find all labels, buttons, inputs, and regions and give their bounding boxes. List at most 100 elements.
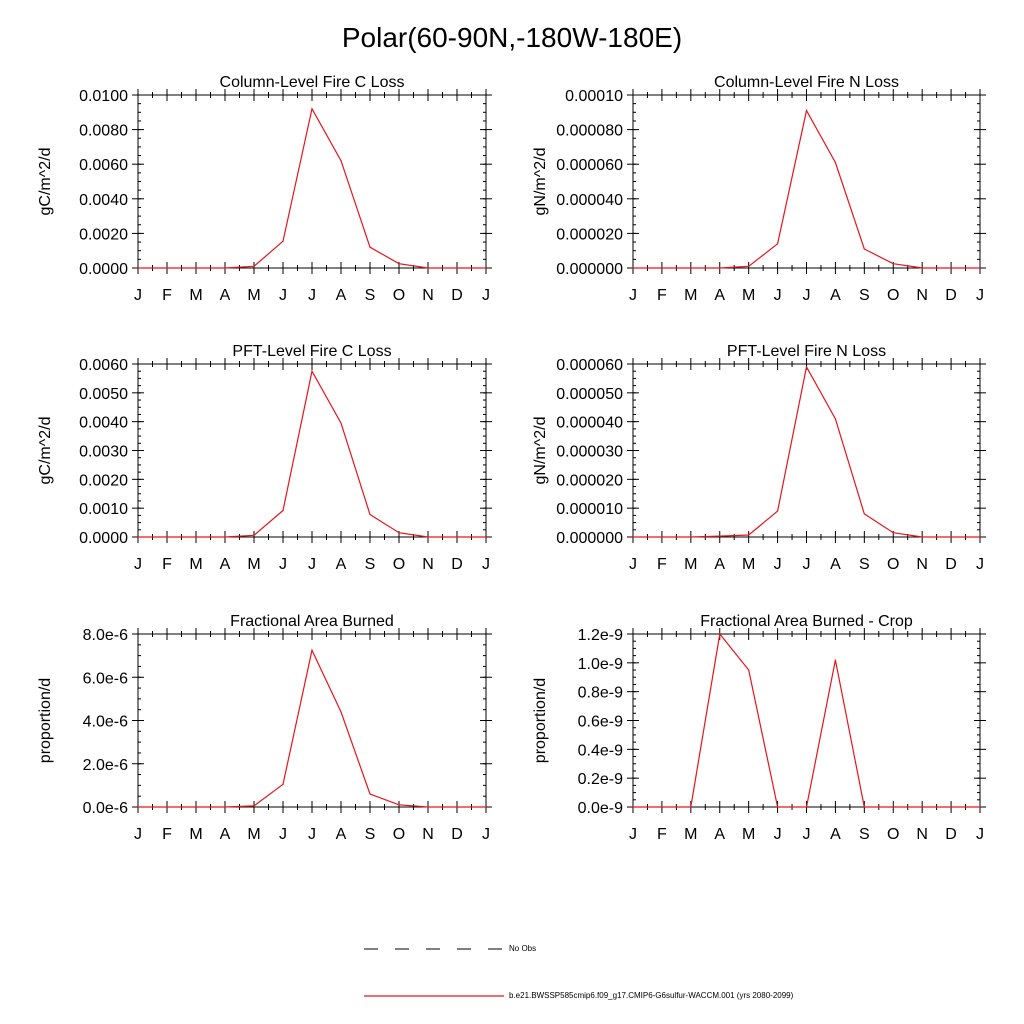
x-tick-label: A [714, 287, 725, 304]
x-tick-label: O [393, 556, 405, 573]
data-point [166, 806, 168, 808]
y-tick-label: 0.4e-9 [578, 742, 623, 759]
y-tick-label: 8.0e-6 [83, 627, 128, 644]
chart-title: Fractional Area Burned [230, 613, 394, 630]
data-point [690, 267, 692, 269]
data-point [863, 513, 865, 515]
data-point [632, 267, 634, 269]
y-tick-label: 0.000040 [556, 192, 623, 209]
data-point [892, 532, 894, 534]
data-point [224, 806, 226, 808]
x-tick-label: J [279, 287, 287, 304]
data-point [398, 804, 400, 806]
y-tick-label: 0.0030 [79, 444, 128, 461]
y-tick-label: 0.6e-9 [578, 714, 623, 731]
chart-title: PFT-Level Fire N Loss [727, 343, 886, 360]
x-tick-label: J [774, 826, 782, 843]
data-point [427, 536, 429, 538]
data-point [311, 649, 313, 651]
x-tick-label: S [859, 287, 870, 304]
x-tick-label: M [247, 287, 260, 304]
plot-frame [137, 633, 487, 808]
series-line-1 [138, 648, 486, 808]
data-point [661, 267, 663, 269]
x-tick-label: A [336, 556, 347, 573]
x-tick-label: D [945, 287, 957, 304]
data-point [748, 534, 750, 536]
data-point [224, 267, 226, 269]
x-tick-label: J [976, 287, 984, 304]
x-tick-label: M [742, 287, 755, 304]
data-point [805, 109, 808, 112]
x-tick-label: J [482, 826, 490, 843]
data-point [921, 536, 923, 538]
data-point [166, 536, 168, 538]
plot-frame [632, 363, 981, 538]
chart-title: Column-Level Fire N Loss [714, 74, 899, 91]
data-point [369, 246, 371, 248]
x-tick-label: J [482, 556, 490, 573]
x-tick-label: M [742, 826, 755, 843]
y-tick-label: 0.000020 [556, 472, 623, 489]
y-tick-label: 0.0020 [79, 226, 128, 243]
data-point [632, 536, 634, 538]
series-line-1 [138, 107, 486, 269]
data-point [195, 806, 197, 808]
y-axis-label: proportion/d [37, 678, 54, 763]
data-point [690, 536, 692, 538]
data-point [979, 267, 981, 269]
data-point [834, 659, 837, 661]
y-tick-label: 0.000020 [556, 226, 623, 243]
data-point [369, 513, 371, 516]
data-point [921, 806, 923, 808]
data-point [282, 509, 284, 512]
x-tick-label: J [482, 287, 490, 304]
y-tick-label: 0.0010 [79, 501, 128, 518]
data-point [979, 536, 981, 538]
x-tick-label: M [189, 826, 202, 843]
chart-title: Fractional Area Burned - Crop [700, 613, 913, 630]
x-tick-label: J [774, 556, 782, 573]
data-point [195, 536, 197, 538]
y-tick-label: 0.0050 [79, 386, 128, 403]
y-tick-label: 0.0e-6 [83, 800, 128, 817]
data-point [950, 806, 952, 808]
x-tick-label: J [803, 287, 811, 304]
data-point [805, 806, 808, 808]
x-tick-label: J [279, 556, 287, 573]
y-tick-label: 0.0080 [79, 123, 128, 140]
x-tick-label: J [629, 287, 637, 304]
x-tick-label: S [365, 556, 376, 573]
x-tick-label: J [134, 826, 142, 843]
data-point [690, 806, 692, 808]
data-point [661, 806, 663, 808]
x-tick-label: J [134, 556, 142, 573]
x-tick-label: J [308, 826, 316, 843]
data-point [137, 536, 139, 538]
data-point [892, 263, 894, 265]
x-tick-label: A [830, 826, 841, 843]
x-tick-label: D [451, 287, 463, 304]
data-point [456, 267, 458, 269]
y-tick-label: 0.0000 [79, 530, 128, 547]
legend-obs-label: No Obs [509, 944, 537, 953]
x-tick-label: J [774, 287, 782, 304]
data-point [195, 267, 197, 269]
x-tick-label: N [422, 287, 434, 304]
data-point [340, 422, 342, 424]
y-tick-label: 0.0000 [79, 261, 128, 278]
x-tick-label: O [393, 287, 405, 304]
x-tick-label: M [189, 287, 202, 304]
data-point [979, 806, 981, 808]
chart-title: Column-Level Fire C Loss [220, 74, 405, 91]
y-tick-label: 0.000000 [556, 530, 623, 547]
x-tick-label: O [887, 287, 899, 304]
y-tick-label: 0.0060 [79, 157, 128, 174]
chart-title: PFT-Level Fire C Loss [232, 343, 391, 360]
data-point [950, 536, 952, 538]
x-tick-label: F [657, 826, 667, 843]
y-tick-label: 1.0e-9 [578, 656, 623, 673]
data-point [632, 806, 634, 808]
